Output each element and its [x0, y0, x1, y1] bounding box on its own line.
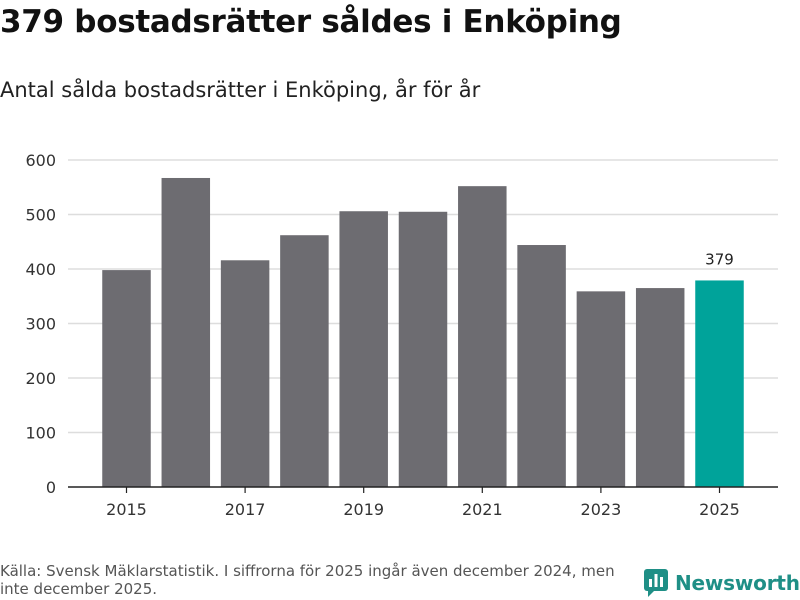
y-tick-label-200: 200 — [25, 369, 56, 388]
brand-logo[interactable]: Newsworthy — [644, 568, 800, 598]
x-tick-label-2025: 2025 — [699, 500, 740, 519]
bar-2020 — [398, 211, 448, 487]
bar-2022 — [517, 245, 566, 487]
y-tick-label-100: 100 — [25, 424, 56, 443]
y-tick-label-0: 0 — [46, 478, 56, 497]
bar-2021 — [458, 186, 507, 487]
bar-2015 — [102, 270, 151, 487]
bar-2016 — [161, 177, 211, 488]
bar-2024 — [635, 288, 685, 487]
chart-subtitle: Antal sålda bostadsrätter i Enköping, år… — [0, 78, 481, 102]
y-tick-label-600: 600 — [25, 151, 56, 170]
labels: 0 100 200 300 400 500 600 2015 2017 2019 2021 2023 2… — [25, 151, 739, 519]
brand-name: Newsworthy — [675, 571, 800, 595]
data-label-2025: 379 — [705, 250, 734, 268]
axes — [68, 486, 778, 493]
bar-2025 — [695, 280, 744, 487]
y-tick-label-300: 300 — [25, 315, 56, 334]
bar-2017 — [220, 260, 270, 487]
newsworthy-logo-icon — [644, 569, 668, 597]
x-tick-label-2015: 2015 — [106, 500, 147, 519]
bar-2019 — [339, 211, 388, 487]
bar-2023 — [576, 291, 626, 487]
x-tick-label-2023: 2023 — [581, 500, 622, 519]
bars — [102, 177, 744, 488]
x-tick-label-2019: 2019 — [343, 500, 384, 519]
bar-2018 — [280, 235, 329, 487]
y-tick-label-400: 400 — [25, 260, 56, 279]
x-tick-label-2021: 2021 — [462, 500, 503, 519]
source-note: Källa: Svensk Mäklarstatistik. I siffror… — [0, 562, 615, 598]
y-tick-label-500: 500 — [25, 206, 56, 225]
chart-title: 379 bostadsrätter såldes i Enköping — [0, 4, 622, 40]
bar-chart: 0 100 200 300 400 500 600 2015 2017 2019 2021 2023 2… — [25, 151, 778, 519]
x-tick-label-2017: 2017 — [225, 500, 266, 519]
